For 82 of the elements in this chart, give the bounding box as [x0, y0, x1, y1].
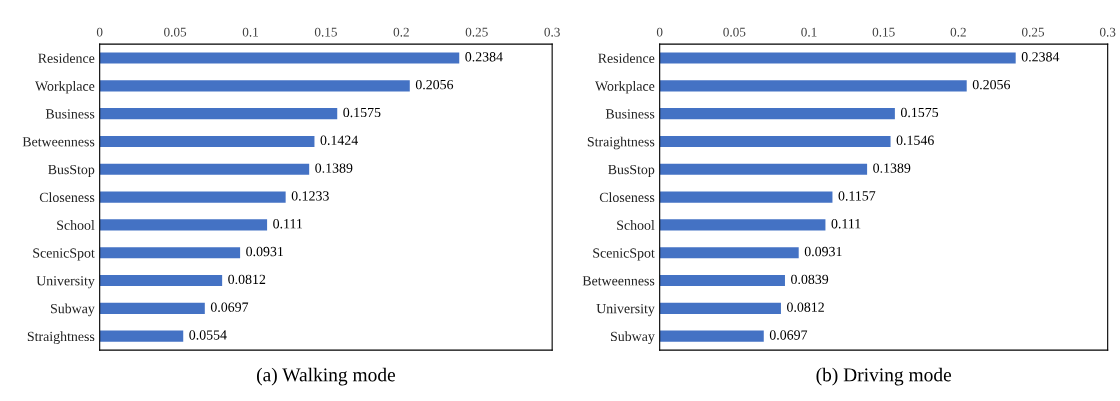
bar	[99, 108, 338, 120]
y-tick-label: BusStop	[48, 164, 95, 178]
data-label: 0.2056	[972, 79, 1011, 90]
data-label: 0.1389	[873, 163, 911, 173]
data-label: 0.0812	[787, 302, 824, 312]
bar	[659, 163, 868, 175]
bar	[659, 302, 781, 314]
bar	[99, 302, 205, 314]
data-label: 0.111	[831, 219, 861, 229]
data-label: 0.1575	[343, 107, 381, 118]
data-label: 0.0931	[246, 246, 284, 257]
x-tick-label: 0.2	[393, 27, 409, 37]
y-tick-label: Residence	[38, 53, 95, 63]
x-tick-label: 0.25	[1021, 27, 1045, 37]
x-tick-label: 0.05	[723, 27, 746, 37]
x-tick-label: 0.1	[242, 27, 258, 37]
data-label: 0.1546	[896, 135, 934, 145]
y-tick-label: Business	[605, 109, 655, 119]
data-label: 0.0931	[804, 246, 842, 257]
data-label: 0.1424	[320, 135, 358, 145]
data-label: 0.0554	[189, 330, 227, 340]
y-tick-label: Subway	[51, 303, 95, 317]
y-tick-label: BusStop	[608, 164, 655, 178]
x-tick-label: 0.1	[801, 27, 817, 37]
y-tick-label: Subway	[611, 331, 655, 344]
y-tick-label: Workplace	[35, 81, 95, 94]
y-tick-label: Betweenness	[22, 137, 95, 147]
bar	[99, 52, 460, 64]
data-label: 0.1233	[291, 191, 329, 201]
y-tick-label: ScenicSpot	[33, 248, 95, 261]
bar	[99, 163, 310, 175]
data-label: 0.2384	[465, 52, 503, 62]
x-tick-label: 0.15	[314, 27, 337, 37]
text: (a) Walking mode	[256, 367, 396, 386]
bar	[99, 219, 268, 231]
data-label: 0.1389	[315, 163, 353, 173]
bar	[659, 191, 833, 203]
data-label: 0.1157	[838, 191, 876, 201]
x-tick-label: 0.05	[164, 27, 187, 37]
bar	[659, 330, 764, 342]
data-label: 0.2056	[415, 79, 454, 90]
bar	[659, 219, 826, 231]
bar	[99, 191, 286, 203]
y-tick-label: Closeness	[599, 192, 655, 203]
data-label: 0.0697	[769, 330, 808, 340]
text: (b) Driving mode	[816, 367, 952, 386]
y-tick-label: Residence	[598, 53, 655, 63]
y-tick-label: School	[57, 220, 95, 230]
y-tick-label: Business	[45, 109, 95, 119]
bar	[99, 330, 184, 342]
data-label: 0.0697	[210, 302, 249, 312]
bar	[659, 108, 895, 120]
bar	[99, 80, 410, 92]
bar	[659, 52, 1016, 64]
x-tick-label: 0.25	[465, 27, 488, 37]
data-label: 0.2384	[1021, 52, 1060, 62]
data-label: 0.111	[273, 219, 303, 229]
y-tick-label: University	[596, 303, 655, 317]
x-tick-label: 0	[656, 27, 663, 37]
bar	[99, 274, 223, 287]
bar	[659, 135, 891, 148]
data-label: 0.0839	[791, 274, 829, 285]
y-tick-label: University	[36, 276, 95, 289]
bar	[99, 135, 315, 148]
y-tick-label: Workplace	[595, 81, 655, 94]
bar	[659, 80, 967, 92]
y-tick-label: School	[617, 220, 655, 230]
bar	[659, 247, 799, 259]
x-tick-label: 0.3	[1099, 27, 1116, 37]
x-tick-label: 0	[96, 27, 103, 37]
data-label: 0.1575	[900, 107, 939, 118]
data-label: 0.0812	[228, 274, 266, 285]
y-tick-label: Straightness	[27, 331, 95, 344]
x-tick-label: 0.15	[872, 27, 895, 37]
x-tick-label: 0.3	[544, 27, 560, 37]
bar	[99, 247, 241, 259]
x-tick-label: 0.2	[950, 27, 966, 37]
y-tick-label: ScenicSpot	[593, 248, 655, 261]
y-tick-label: Betweenness	[582, 276, 655, 286]
bar	[659, 274, 785, 287]
y-tick-label: Closeness	[39, 192, 95, 203]
y-tick-label: Straightness	[587, 136, 655, 150]
